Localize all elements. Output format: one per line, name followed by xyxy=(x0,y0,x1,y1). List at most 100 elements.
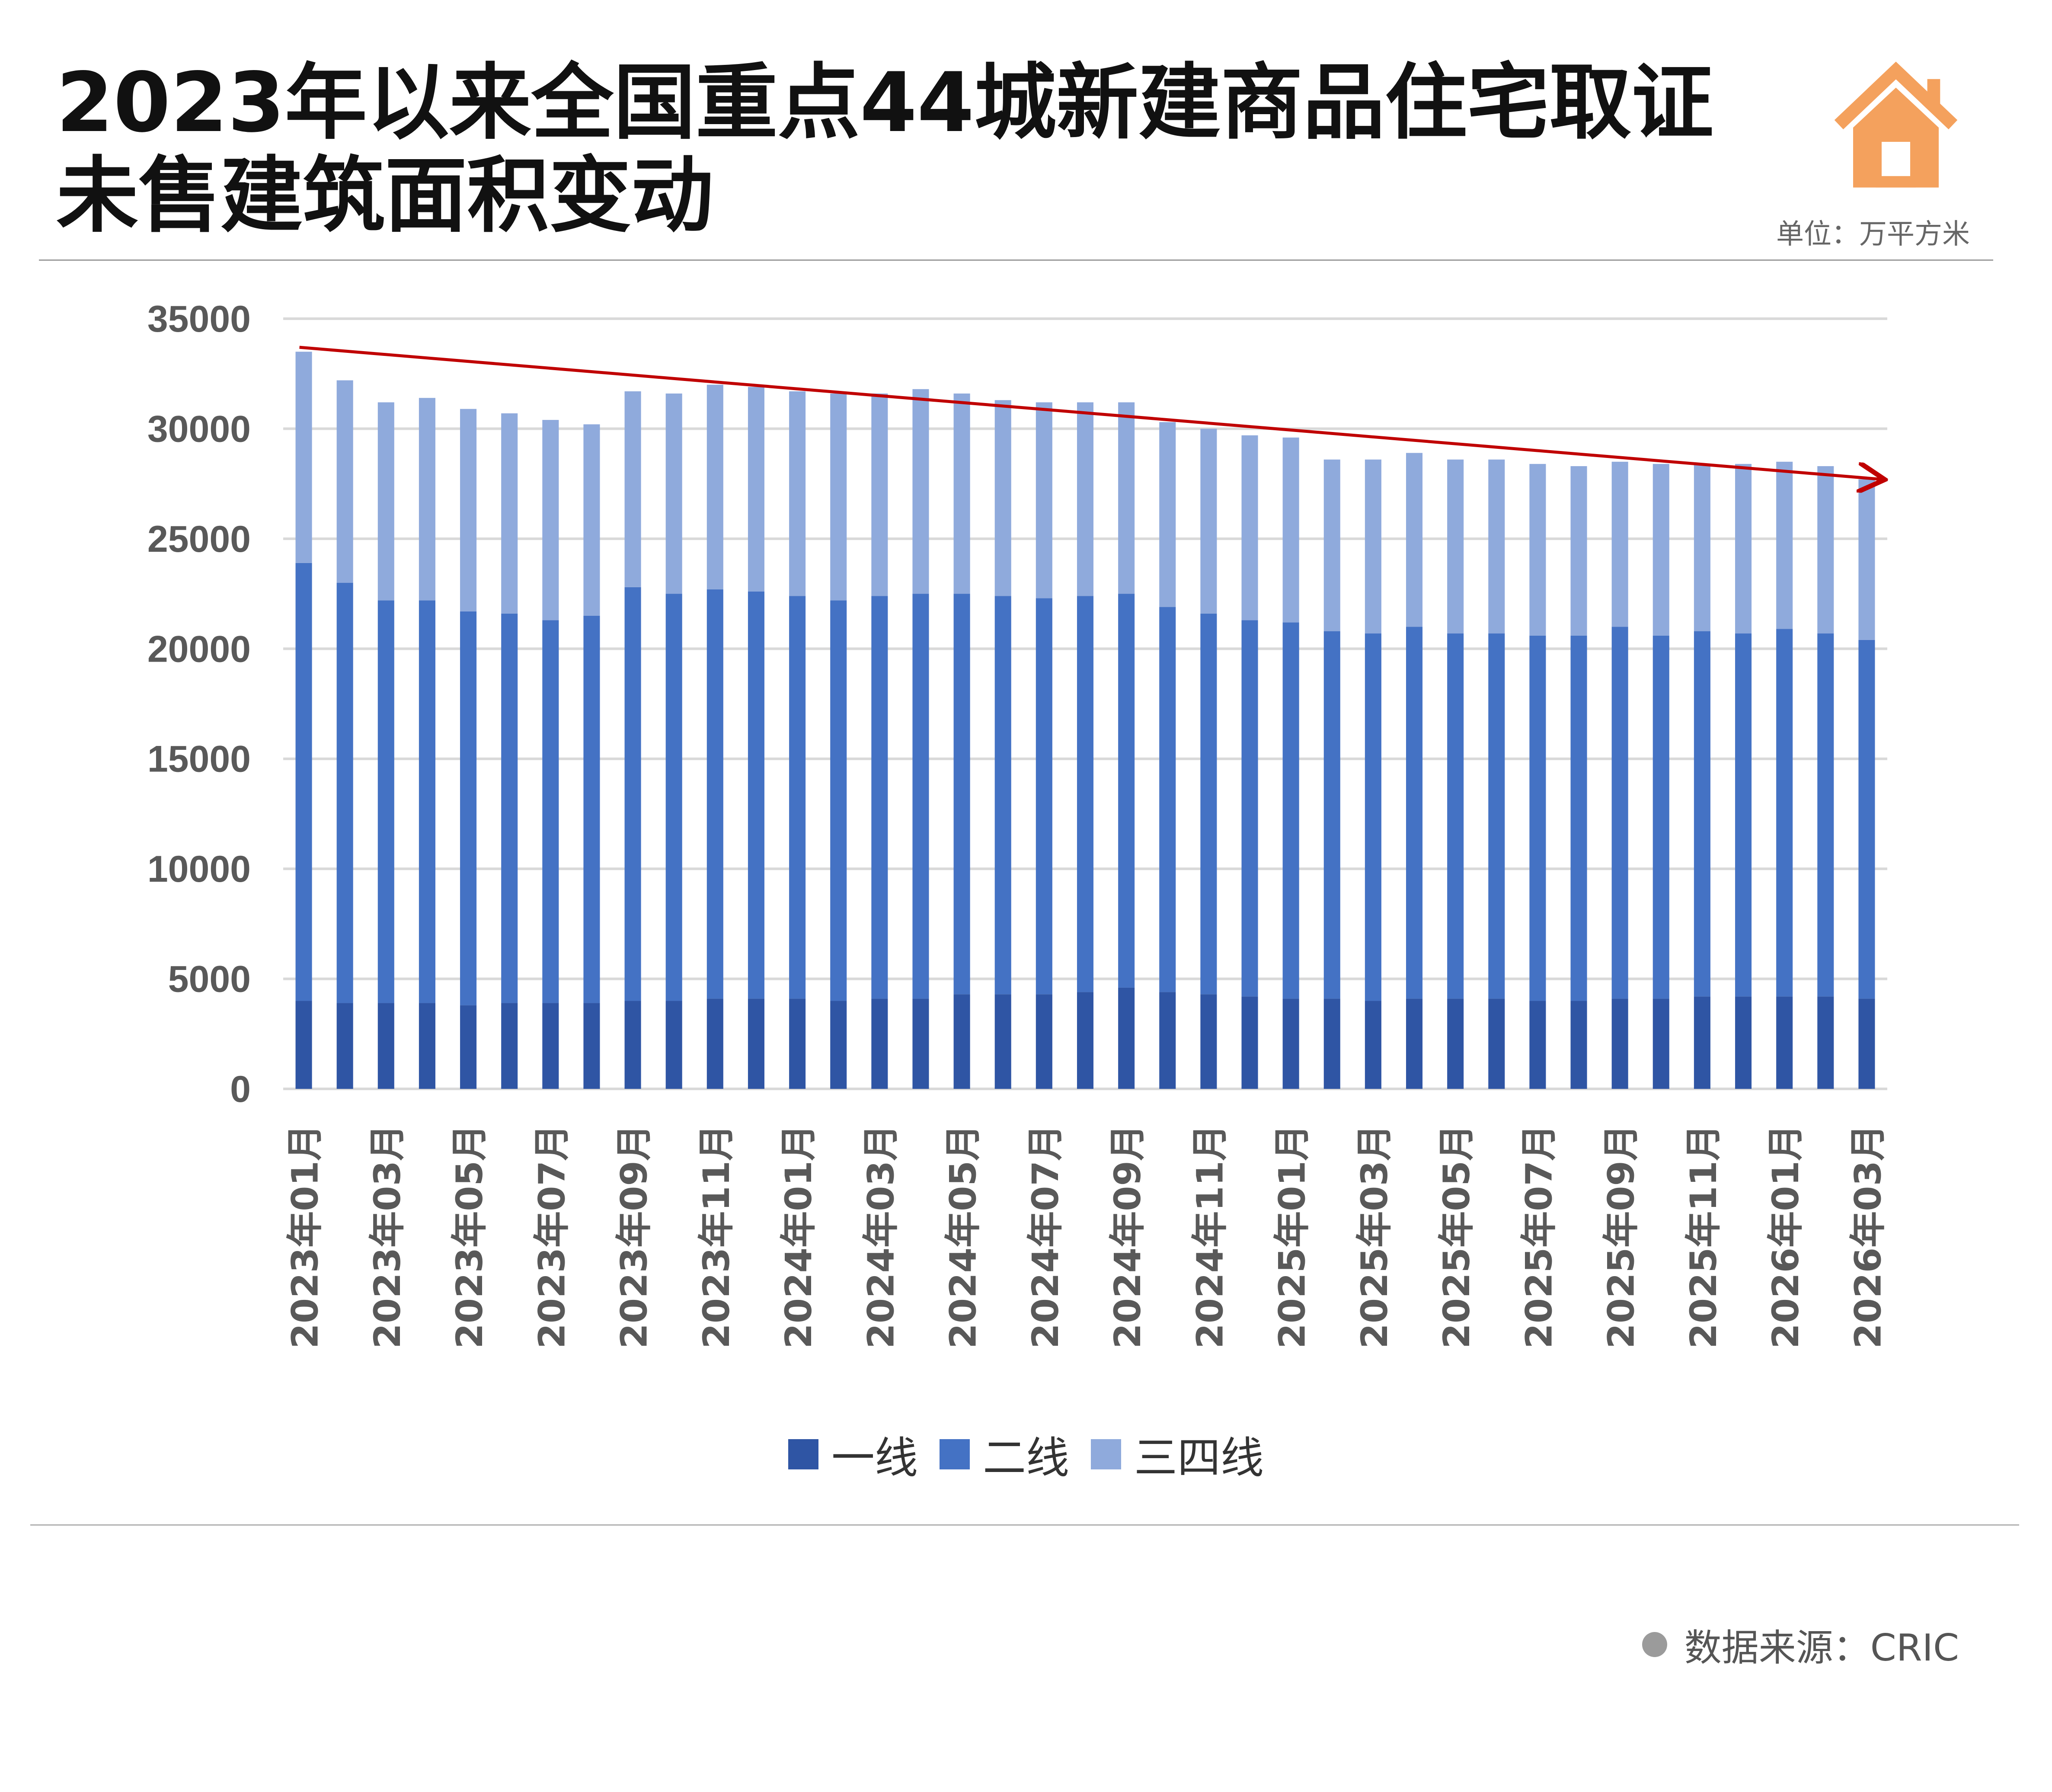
bar-tier34 xyxy=(912,389,929,594)
x-tick-label: 2025年05月 xyxy=(1435,1124,1478,1349)
bar-tier34 xyxy=(1817,466,1834,634)
y-tick-label: 10000 xyxy=(147,848,251,890)
bar-tier34 xyxy=(1241,435,1258,621)
x-tick-label: 2025年11月 xyxy=(1682,1124,1725,1349)
bar-tier1 xyxy=(706,998,723,1089)
legend-swatch-tier34 xyxy=(1091,1439,1121,1469)
bar-tier2 xyxy=(912,594,929,999)
legend-item-tier2: 二线 xyxy=(940,1423,1069,1485)
bar-tier34 xyxy=(1323,459,1340,631)
bar-tier34 xyxy=(1488,459,1505,634)
bar-tier34 xyxy=(1118,402,1135,594)
bar-tier1 xyxy=(830,1001,847,1089)
bar-tier1 xyxy=(377,1003,394,1089)
bar-tier2 xyxy=(1241,620,1258,997)
bar-tier34 xyxy=(1735,464,1752,634)
x-tick-label: 2025年09月 xyxy=(1600,1124,1643,1349)
bar-tier1 xyxy=(1529,1001,1546,1089)
bar-tier2 xyxy=(501,613,518,1003)
chart-legend: 一线 二线 三四线 xyxy=(0,1423,2052,1485)
bar-tier2 xyxy=(1488,633,1505,999)
bar-tier2 xyxy=(1611,627,1628,999)
bar-tier1 xyxy=(542,1003,559,1089)
bar-tier2 xyxy=(460,611,477,1005)
y-tick-label: 25000 xyxy=(147,518,251,560)
y-tick-label: 5000 xyxy=(168,959,251,1000)
bar-tier34 xyxy=(1694,464,1710,631)
bar-tier2 xyxy=(871,596,888,999)
bar-tier1 xyxy=(295,1001,312,1089)
bar-tier1 xyxy=(1776,996,1793,1089)
bar-tier2 xyxy=(624,587,641,1001)
bar-tier34 xyxy=(953,394,970,594)
y-tick-label: 0 xyxy=(230,1069,251,1110)
legend-item-tier34: 三四线 xyxy=(1091,1423,1264,1485)
bar-tier1 xyxy=(1282,998,1299,1089)
bar-tier2 xyxy=(1036,598,1052,995)
bar-tier1 xyxy=(871,998,888,1089)
bar-tier1 xyxy=(1735,996,1752,1089)
bar-tier34 xyxy=(1858,479,1875,640)
bar-tier2 xyxy=(994,596,1011,995)
bar-tier34 xyxy=(1529,464,1546,636)
bar-tier1 xyxy=(1365,1001,1381,1089)
legend-label-tier1: 一线 xyxy=(831,1433,918,1483)
unit-label: 单位：万平方米 xyxy=(1776,218,1970,250)
x-tick-label: 2025年07月 xyxy=(1518,1124,1560,1349)
bar-tier1 xyxy=(501,1003,518,1089)
bar-tier1 xyxy=(1570,1001,1587,1089)
bar-tier2 xyxy=(336,582,353,1003)
bar-tier2 xyxy=(295,563,312,1001)
bar-tier2 xyxy=(706,589,723,999)
bar-tier34 xyxy=(1200,429,1217,614)
bar-tier2 xyxy=(665,594,682,1001)
bar-tier2 xyxy=(830,600,847,1001)
x-tick-label: 2023年11月 xyxy=(695,1124,738,1349)
data-source-text: 数据来源：CRIC xyxy=(1684,1626,1959,1670)
x-tick-label: 2026年03月 xyxy=(1847,1124,1889,1349)
bar-tier34 xyxy=(1077,402,1094,596)
bar-tier2 xyxy=(1365,633,1381,1001)
bar-tier2 xyxy=(542,620,559,1003)
bar-tier34 xyxy=(1776,461,1793,629)
bar-tier34 xyxy=(501,413,518,614)
bar-tier1 xyxy=(419,1003,435,1089)
bar-tier34 xyxy=(789,391,806,596)
bar-tier2 xyxy=(1817,633,1834,997)
bar-tier2 xyxy=(1200,613,1217,995)
x-tick-label: 2025年01月 xyxy=(1271,1124,1314,1349)
bar-tier2 xyxy=(1694,631,1710,997)
bar-tier34 xyxy=(542,420,559,621)
bar-tier2 xyxy=(1323,631,1340,999)
bar-tier1 xyxy=(1447,998,1464,1089)
legend-swatch-tier2 xyxy=(940,1439,970,1469)
bar-tier1 xyxy=(1694,996,1710,1089)
trend-arrow xyxy=(299,346,1882,479)
bar-tier1 xyxy=(1323,998,1340,1089)
bar-tier34 xyxy=(665,394,682,594)
bar-tier2 xyxy=(1735,633,1752,997)
bar-tier34 xyxy=(748,387,764,592)
x-tick-label: 2026年01月 xyxy=(1764,1124,1807,1349)
bar-tier1 xyxy=(1118,987,1135,1089)
x-tick-label: 2023年01月 xyxy=(284,1124,326,1349)
x-tick-label: 2023年07月 xyxy=(531,1124,573,1349)
bar-tier1 xyxy=(1159,992,1176,1089)
stacked-bar-chart: 0 5000 10000 15000 20000 25000 30000 35000 2023年… xyxy=(147,298,1889,1349)
bar-tier34 xyxy=(377,402,394,601)
bar-tier2 xyxy=(1406,627,1423,999)
x-tick-label: 2023年05月 xyxy=(448,1124,491,1349)
bar-tier1 xyxy=(583,1003,600,1089)
house-icon xyxy=(1825,56,1967,199)
x-tick-label: 2024年11月 xyxy=(1189,1124,1231,1349)
bar-tier1 xyxy=(1241,996,1258,1089)
legend-item-tier1: 一线 xyxy=(788,1423,918,1485)
bar-tier34 xyxy=(1365,459,1381,634)
bar-tier34 xyxy=(1570,466,1587,636)
bar-tier2 xyxy=(1570,635,1587,1001)
x-tick-label: 2024年03月 xyxy=(860,1124,902,1349)
bar-tier2 xyxy=(953,594,970,995)
bar-tier2 xyxy=(1529,635,1546,1001)
bar-tier2 xyxy=(1159,607,1176,992)
bar-tier2 xyxy=(583,615,600,1003)
